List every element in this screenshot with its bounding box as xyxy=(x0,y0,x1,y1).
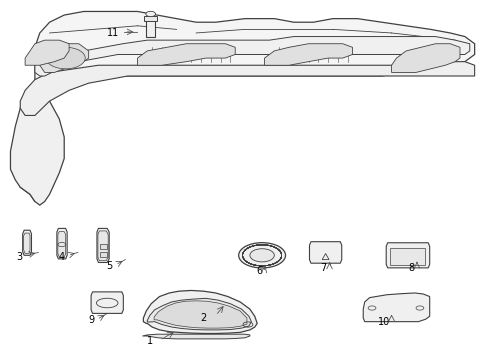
Polygon shape xyxy=(10,87,64,205)
Polygon shape xyxy=(97,228,109,262)
Text: 10: 10 xyxy=(378,317,391,327)
Polygon shape xyxy=(25,40,69,65)
Text: 1: 1 xyxy=(147,336,153,346)
Polygon shape xyxy=(144,291,257,333)
Ellipse shape xyxy=(239,243,286,268)
Bar xyxy=(390,248,425,265)
Text: 3: 3 xyxy=(16,252,23,262)
Polygon shape xyxy=(143,334,250,339)
Polygon shape xyxy=(91,292,123,314)
Polygon shape xyxy=(58,231,66,257)
Text: 2: 2 xyxy=(200,313,207,323)
Polygon shape xyxy=(98,231,108,261)
Polygon shape xyxy=(392,44,460,72)
Text: 7: 7 xyxy=(320,263,326,273)
Text: 11: 11 xyxy=(107,28,119,38)
Ellipse shape xyxy=(46,47,85,69)
Polygon shape xyxy=(138,44,235,65)
Text: 8: 8 xyxy=(408,263,414,273)
Polygon shape xyxy=(23,230,31,255)
Ellipse shape xyxy=(146,11,156,17)
Polygon shape xyxy=(35,37,470,76)
Text: 5: 5 xyxy=(106,261,112,271)
Text: 4: 4 xyxy=(59,252,65,262)
Polygon shape xyxy=(57,228,67,259)
Polygon shape xyxy=(386,243,430,268)
Bar xyxy=(147,21,155,37)
Polygon shape xyxy=(24,233,30,253)
Polygon shape xyxy=(154,301,247,328)
Bar xyxy=(100,244,107,249)
Polygon shape xyxy=(363,293,430,321)
Polygon shape xyxy=(20,62,475,116)
Polygon shape xyxy=(310,242,342,263)
Text: 6: 6 xyxy=(257,266,263,276)
Polygon shape xyxy=(40,44,89,72)
Ellipse shape xyxy=(250,249,274,262)
Bar xyxy=(145,17,157,21)
Polygon shape xyxy=(20,12,475,202)
Text: 9: 9 xyxy=(88,315,94,325)
Bar xyxy=(100,252,107,257)
Polygon shape xyxy=(147,298,251,330)
Polygon shape xyxy=(265,44,352,65)
